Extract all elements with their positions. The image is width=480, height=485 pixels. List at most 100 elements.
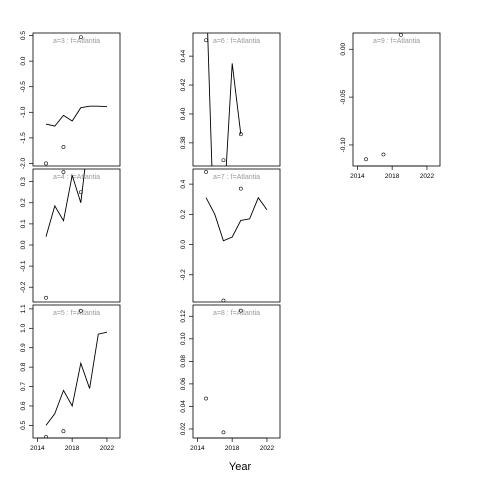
- panel-a9: a=9 : f=Atlantia 0.00 -0.05 -0.10 2014 2018 20…: [340, 32, 441, 180]
- panel-title: a=3 : f=Atlantia: [53, 38, 100, 45]
- series-line: [205, 196, 268, 242]
- panel-plot-area: [44, 35, 108, 166]
- panel-plot-area: [204, 33, 243, 166]
- y-tick-label: -0.05: [340, 89, 347, 104]
- x-axis-label: Year: [229, 461, 252, 473]
- panel-title: a=6 : f=Atlantia: [213, 38, 260, 45]
- y-tick-label: -0.5: [20, 81, 27, 93]
- y-tick-label: -0.2: [180, 269, 187, 281]
- y-tick-label: 0.0: [180, 240, 187, 249]
- panel-title: a=5 : f=Atlantia: [53, 310, 100, 317]
- panel-frame: [32, 304, 121, 439]
- y-tick-label: 0.0: [20, 240, 27, 249]
- panel-frame: [192, 32, 281, 167]
- y-tick-label: 0.9: [20, 343, 27, 352]
- data-point: [44, 295, 48, 300]
- y-tick-label: 0.06: [180, 377, 187, 390]
- data-point: [78, 308, 83, 313]
- y-tick-label: 0.5: [20, 420, 27, 429]
- x-tick-label: 2018: [225, 445, 240, 452]
- data-point: [44, 435, 48, 438]
- data-point: [221, 430, 226, 435]
- y-tick-label: 0.4: [180, 179, 187, 188]
- panel-frame: [352, 32, 441, 167]
- panel-plot-area: [44, 169, 86, 300]
- x-tick-label: 2022: [420, 173, 435, 180]
- data-point: [61, 145, 66, 149]
- panel-a8: a=8 : f=Atlantia 0.12 0.10 0.08 0.06 0.04 0.02…: [180, 304, 281, 452]
- data-point: [44, 161, 48, 166]
- data-point: [204, 38, 208, 43]
- data-point: [398, 33, 403, 37]
- panel-title: a=4 : f=Atlantia: [53, 174, 100, 181]
- data-point: [204, 170, 208, 174]
- panel-title: a=9 : f=Atlantia: [373, 38, 420, 45]
- series-line: [207, 33, 242, 166]
- y-tick-label: 0.08: [180, 355, 187, 368]
- panel-plot-area: [364, 33, 403, 162]
- data-point: [221, 158, 226, 163]
- x-tick-label: 2014: [30, 445, 45, 452]
- series-line: [45, 331, 108, 426]
- y-tick-label: 0.8: [20, 362, 27, 371]
- x-tick-label: 2018: [65, 445, 80, 452]
- data-point: [78, 35, 83, 39]
- x-tick-label: 2014: [350, 173, 365, 180]
- panel-a7: a=7 : f=Atlantia 0.4 0.2 0.0 -0.2: [180, 168, 281, 303]
- data-point: [238, 132, 243, 137]
- y-tick-label: 0.38: [180, 136, 187, 149]
- x-tick-label: 2022: [260, 445, 275, 452]
- y-tick-label: 0.5: [20, 31, 27, 40]
- y-tick-label: -0.1: [20, 260, 27, 272]
- panel-a3: a=3 : f=Atlantia 0.5 0.0 -0.5 -1.0 -1.5 -2.0: [20, 31, 121, 169]
- panel-frame: [192, 304, 281, 439]
- y-tick-label: 0.2: [20, 198, 27, 207]
- y-tick-label: 0.3: [20, 177, 27, 186]
- data-point: [221, 298, 226, 302]
- panel-frame: [32, 32, 121, 167]
- y-tick-label: 0.2: [180, 209, 187, 218]
- y-tick-label: 0.6: [20, 401, 27, 410]
- y-tick-label: 0.12: [180, 310, 187, 323]
- panel-plot-area: [204, 308, 243, 435]
- panel-plot-area: [44, 308, 108, 438]
- panel-plot-area: [204, 170, 268, 302]
- y-tick-label: 0.7: [20, 382, 27, 391]
- y-tick-label: 0.10: [180, 332, 187, 345]
- y-tick-label: -1.0: [20, 106, 27, 118]
- y-tick-label: 0.44: [180, 49, 187, 62]
- y-tick-label: 0.02: [180, 422, 187, 435]
- panel-title: a=8 : f=Atlantia: [213, 310, 260, 317]
- y-tick-label: 1.0: [20, 323, 27, 332]
- data-point: [238, 186, 243, 191]
- panel-frame: [32, 168, 121, 303]
- data-point: [61, 170, 66, 175]
- series-line: [45, 169, 86, 237]
- panel-frame: [192, 168, 281, 303]
- y-tick-label: 0.00: [340, 43, 347, 56]
- panel-a5: a=5 : f=Atlantia 1.1 1.0 0.9 0.8 0.7 0.6 0.5 201…: [20, 304, 121, 452]
- panel-a4: a=4 : f=Atlantia 0.3 0.2 0.1 0.0 -0.1 -0.2: [20, 168, 121, 303]
- x-tick-label: 2018: [385, 173, 400, 180]
- y-tick-label: -2.0: [20, 157, 27, 169]
- x-tick-label: 2022: [100, 445, 115, 452]
- panel-a6: a=6 : f=Atlantia 0.44 0.42 0.40 0.38: [180, 32, 281, 167]
- y-tick-label: 0.40: [180, 107, 187, 120]
- y-tick-label: -0.10: [340, 137, 347, 152]
- data-point: [381, 152, 386, 157]
- y-tick-label: 0.1: [20, 219, 27, 228]
- y-tick-label: 0.0: [20, 56, 27, 65]
- y-tick-label: 1.1: [20, 304, 27, 313]
- data-point: [364, 157, 368, 162]
- x-tick-label: 2014: [190, 445, 205, 452]
- y-tick-label: -0.2: [20, 281, 27, 293]
- data-point: [204, 396, 208, 401]
- data-point: [78, 190, 83, 195]
- panel-title: a=7 : f=Atlantia: [213, 174, 260, 181]
- data-point: [238, 308, 243, 313]
- series-line: [45, 105, 108, 127]
- data-point: [61, 429, 66, 434]
- y-tick-label: 0.04: [180, 400, 187, 413]
